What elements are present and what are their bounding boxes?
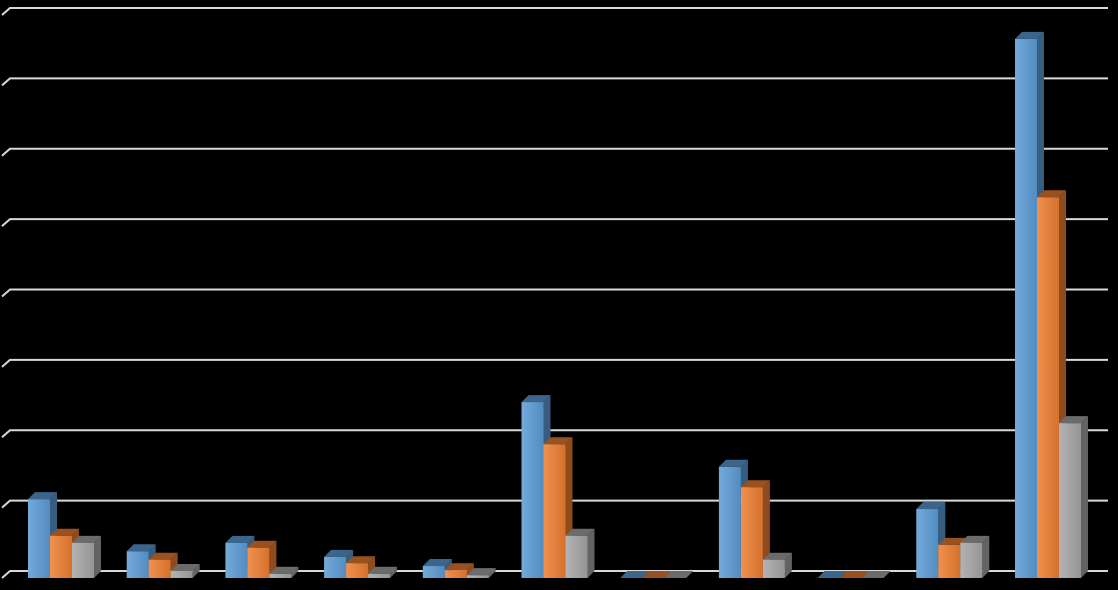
bar-side: [488, 568, 496, 578]
bar-top: [1015, 31, 1044, 39]
bar: [368, 566, 398, 578]
grid-line: [1, 429, 1108, 439]
bar-top: [543, 437, 573, 445]
bar-front: [269, 573, 292, 578]
bar-top: [664, 571, 694, 578]
bar-front: [422, 566, 445, 578]
bar-top: [466, 568, 496, 576]
bar: [170, 563, 200, 578]
bar-front: [916, 509, 939, 578]
bar: [642, 571, 672, 578]
bar-top: [839, 571, 869, 578]
bar-top: [324, 549, 354, 557]
bar-front: [960, 542, 983, 578]
bar-front: [50, 535, 72, 578]
grid-line: [1, 77, 1108, 87]
bar: [664, 571, 694, 578]
bar-front: [1037, 197, 1059, 579]
bar-front: [718, 466, 741, 578]
bar-side: [291, 566, 299, 578]
bar-side: [762, 480, 770, 578]
bar-front: [247, 547, 270, 578]
bar: [565, 528, 595, 578]
bar-side: [587, 528, 595, 578]
bar: [324, 549, 354, 578]
bar-front: [543, 444, 566, 578]
bar-front: [740, 487, 763, 578]
bar: [960, 535, 990, 578]
bar-front: [346, 563, 369, 578]
bar-top: [269, 566, 299, 574]
bar-front: [368, 573, 391, 578]
bar-top: [521, 395, 551, 403]
bar-top: [28, 492, 57, 500]
bar-front: [444, 570, 467, 578]
bar-front: [170, 570, 193, 578]
bar-top: [861, 571, 891, 578]
bar-front: [1015, 38, 1037, 579]
bar: [466, 568, 496, 578]
bar-side: [982, 535, 990, 578]
bar-top: [620, 571, 650, 578]
bar-side: [1081, 416, 1088, 578]
bar-top: [718, 459, 748, 467]
bar-front: [565, 535, 588, 578]
bar-side: [94, 535, 101, 578]
bar-top: [762, 552, 792, 560]
bar-top: [960, 535, 990, 543]
bar-top: [422, 559, 452, 567]
bar: [620, 571, 650, 578]
bar-front: [1059, 423, 1081, 578]
bar-top: [444, 563, 474, 571]
grid-line: [1, 288, 1108, 298]
bar: [72, 535, 101, 578]
bar-top: [72, 535, 101, 543]
bar-top: [126, 544, 156, 552]
bar-front: [938, 544, 961, 578]
bar-top: [916, 502, 946, 510]
bar: [1059, 416, 1088, 578]
grid-line: [1, 7, 1108, 16]
bar: [861, 571, 891, 578]
bar: [817, 571, 847, 578]
bar-front: [148, 559, 171, 578]
grid-line: [1, 358, 1108, 368]
bar-top: [50, 528, 79, 536]
grid-line: [1, 218, 1108, 227]
bar-side: [192, 563, 200, 578]
bar-top: [642, 571, 672, 578]
bar-top: [170, 563, 200, 571]
bar: [762, 552, 792, 578]
bar-top: [1059, 416, 1088, 424]
bar-top: [565, 528, 595, 536]
bar-top: [938, 537, 968, 545]
bar-top: [346, 556, 376, 564]
bar: [148, 552, 178, 578]
bar-top: [740, 480, 770, 488]
bar-front: [225, 542, 248, 578]
bar-front: [324, 556, 347, 578]
bar-front: [521, 402, 544, 578]
bar-side: [784, 552, 792, 578]
bar-top: [817, 571, 847, 578]
bar: [269, 566, 299, 578]
bar-front: [466, 575, 489, 578]
bar-top: [148, 552, 178, 560]
bar-top: [225, 535, 255, 543]
bar-front: [28, 499, 50, 578]
bar-top: [368, 566, 398, 574]
bar-front: [126, 551, 149, 578]
grid-line: [1, 147, 1108, 157]
bar: [740, 480, 770, 578]
bar-front: [762, 559, 785, 578]
bar-top: [247, 540, 277, 548]
bar-side: [390, 566, 398, 578]
bar: [839, 571, 869, 578]
bar-front: [72, 542, 94, 578]
bar-top: [1037, 190, 1066, 198]
